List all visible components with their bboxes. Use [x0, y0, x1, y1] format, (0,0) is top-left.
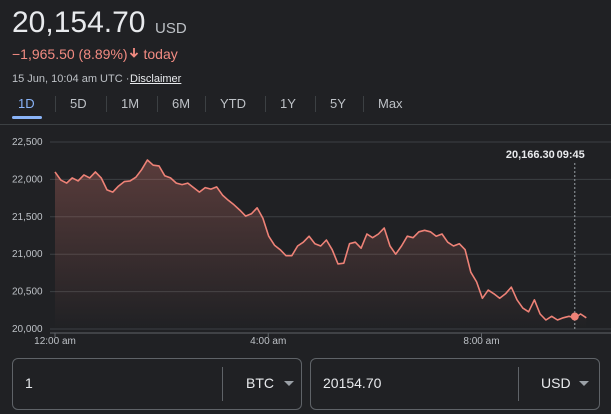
- range-tab[interactable]: YTD: [220, 96, 246, 111]
- tab-separator: [363, 96, 364, 112]
- range-tab[interactable]: 5D: [70, 96, 87, 111]
- tab-separator: [157, 96, 158, 112]
- y-tick-label: 22,000: [12, 174, 43, 185]
- price: 20,154.70: [12, 6, 146, 39]
- x-tick-label: 12:00 am: [34, 336, 76, 347]
- chart: 20,000 20,500 21,000 21,500 22,000 22,500 12:0…: [12, 137, 611, 347]
- tab-underline: [12, 116, 42, 119]
- range-tab[interactable]: 1Y: [280, 96, 296, 111]
- range-tab[interactable]: 1D: [18, 96, 35, 111]
- currency: USD: [155, 20, 187, 37]
- y-tick-label: 21,000: [12, 249, 43, 260]
- timestamp: 15 Jun, 10:04 am UTC ·: [12, 73, 130, 85]
- tab-separator: [205, 96, 206, 112]
- tab-separator: [55, 96, 56, 112]
- y-tick-label: 20,000: [12, 324, 43, 335]
- dropdown-icon: [579, 381, 589, 386]
- disclaimer-link[interactable]: Disclaimer: [130, 73, 182, 85]
- divider: [0, 124, 611, 125]
- range-tab[interactable]: 6M: [172, 96, 191, 111]
- result-box[interactable]: 20154.70 USD: [310, 358, 600, 410]
- x-tick-label: 8:00 am: [463, 336, 499, 347]
- amount: 1: [25, 375, 33, 391]
- change-value: −1,965.50 (8.89%): [12, 46, 128, 62]
- range-tab[interactable]: 5Y: [330, 96, 346, 111]
- area: [55, 160, 587, 329]
- y-tick-label: 22,500: [12, 137, 43, 148]
- box-divider: [222, 367, 223, 401]
- down-arrow: [129, 48, 138, 58]
- change-period: today: [143, 46, 178, 62]
- amount-unit: BTC: [246, 375, 274, 391]
- amount-box[interactable]: 1 BTC: [12, 358, 302, 410]
- x-tick-label: 4:00 am: [250, 336, 286, 347]
- box-divider: [518, 367, 519, 401]
- tab-separator: [106, 96, 107, 112]
- tab-separator: [315, 96, 316, 112]
- price-line: [54, 159, 587, 321]
- result-unit: USD: [541, 375, 571, 391]
- hover-value: 20,166.30: [506, 149, 555, 161]
- change: −1,965.50 (8.89%) today: [12, 46, 178, 62]
- range-tab[interactable]: Max: [378, 96, 403, 111]
- result: 20154.70: [323, 375, 382, 391]
- dropdown-icon: [284, 381, 294, 386]
- hover-time: 09:45: [557, 149, 585, 161]
- tab-separator: [265, 96, 266, 112]
- y-tick-label: 20,500: [12, 287, 43, 298]
- range-tab[interactable]: 1M: [121, 96, 140, 111]
- y-tick-label: 21,500: [12, 212, 43, 223]
- hover-dot: [570, 312, 579, 321]
